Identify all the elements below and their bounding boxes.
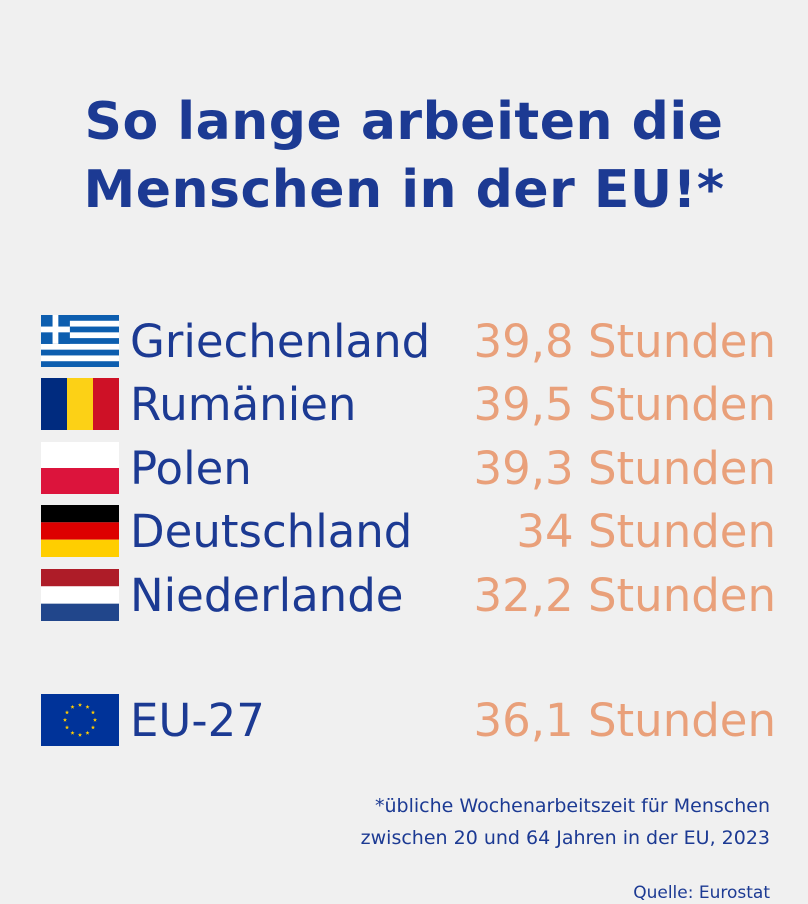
footnote-line-2: zwischen 20 und 64 Jahren in der EU, 202… (360, 827, 770, 849)
eu-star-icon (85, 730, 90, 735)
poland-flag-icon (41, 442, 119, 494)
country-label: Rumänien (130, 378, 357, 431)
table-row: Deutschland 34 Stunden (0, 501, 808, 563)
eu-flag-icon (41, 694, 119, 746)
romania-flag-icon (41, 378, 119, 430)
eu-star-icon (64, 710, 70, 715)
average-row: EU-27 36,1 Stunden (0, 690, 808, 752)
footnote-line-1: *übliche Wochenarbeitszeit für Menschen (375, 795, 770, 817)
hours-value: 34 Stunden (516, 505, 776, 558)
eu-star-icon (90, 725, 96, 730)
eu-star-icon (92, 717, 98, 722)
country-label: Polen (130, 442, 252, 495)
hours-value: 39,8 Stunden (473, 315, 776, 368)
hours-value: 32,2 Stunden (473, 569, 776, 622)
country-label: Griechenland (130, 315, 431, 368)
eu-star-icon (70, 730, 75, 735)
title-line-1: So lange arbeiten die (84, 92, 724, 152)
table-row: Griechenland 39,8 Stunden (0, 311, 808, 373)
footnote: *übliche Wochenarbeitszeit für Menschen … (361, 790, 770, 854)
eu-star-icon (64, 725, 70, 730)
germany-flag-icon (41, 505, 119, 557)
country-label: EU-27 (130, 694, 265, 747)
eu-star-icon (85, 704, 90, 709)
eu-star-icon (77, 702, 83, 707)
eu-star-icon (90, 710, 96, 715)
eu-star-icon (77, 732, 83, 737)
title-line-2: Menschen in der EU!* (83, 160, 725, 220)
country-label: Deutschland (130, 505, 413, 558)
country-label: Niederlande (130, 569, 404, 622)
source-note: Quelle: Eurostat (633, 883, 770, 903)
eu-star-icon (70, 704, 75, 709)
hours-value: 36,1 Stunden (473, 694, 776, 747)
greece-flag-icon (41, 315, 119, 367)
hours-value: 39,5 Stunden (473, 378, 776, 431)
table-row: Polen 39,3 Stunden (0, 438, 808, 500)
hours-value: 39,3 Stunden (473, 442, 776, 495)
eu-star-icon (62, 717, 68, 722)
netherlands-flag-icon (41, 569, 119, 621)
page-title: So lange arbeiten die Menschen in der EU… (0, 88, 808, 224)
table-row: Rumänien 39,5 Stunden (0, 374, 808, 436)
table-row: Niederlande 32,2 Stunden (0, 565, 808, 627)
